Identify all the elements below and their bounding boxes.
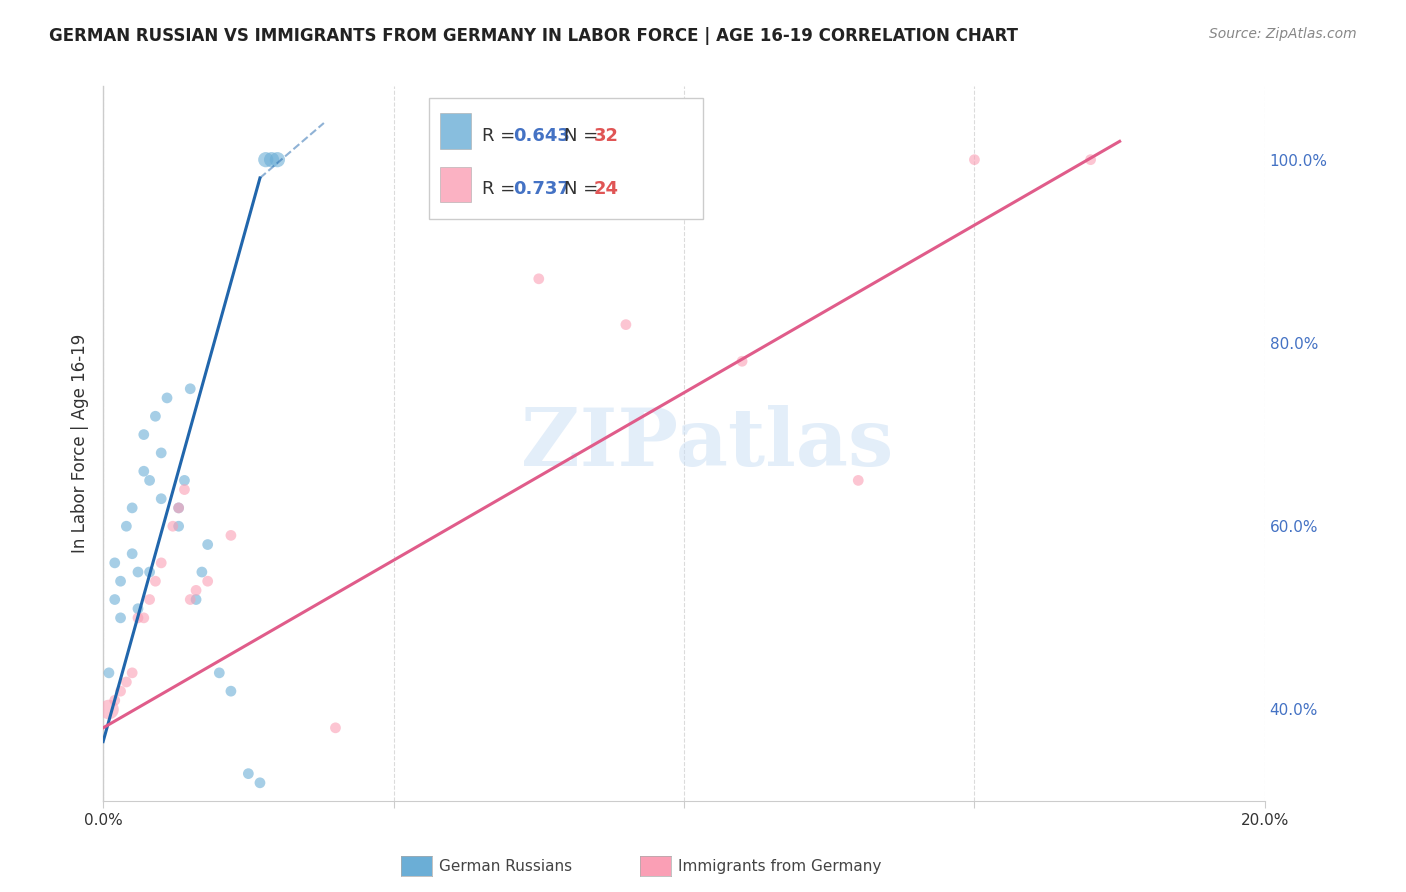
Point <box>167 500 190 515</box>
Point <box>138 565 160 579</box>
Point <box>254 153 277 167</box>
Point <box>150 446 173 460</box>
Point <box>731 354 754 368</box>
Text: N =: N = <box>564 128 603 145</box>
Point <box>145 574 167 589</box>
Point <box>167 519 190 533</box>
Point <box>249 776 271 790</box>
Point <box>115 519 138 533</box>
Text: 24: 24 <box>593 180 619 198</box>
Point <box>127 601 149 615</box>
Text: 32: 32 <box>593 128 619 145</box>
Point <box>208 665 231 680</box>
Point <box>266 153 288 167</box>
Point <box>179 382 201 396</box>
Point <box>219 528 242 542</box>
Point <box>197 574 219 589</box>
Point <box>97 665 120 680</box>
Point <box>115 675 138 690</box>
Text: N =: N = <box>564 180 603 198</box>
Point <box>138 474 160 488</box>
Point <box>150 491 173 506</box>
Point <box>121 547 143 561</box>
Point <box>104 693 127 707</box>
Point <box>184 592 207 607</box>
Point <box>197 537 219 551</box>
Text: 0.737: 0.737 <box>513 180 569 198</box>
Point <box>527 272 550 286</box>
Text: R =: R = <box>482 180 522 198</box>
Point <box>132 611 155 625</box>
Point <box>846 474 869 488</box>
Text: Source: ZipAtlas.com: Source: ZipAtlas.com <box>1209 27 1357 41</box>
Point <box>219 684 242 698</box>
Point <box>104 556 127 570</box>
Point <box>145 409 167 424</box>
Point <box>156 391 179 405</box>
Point <box>97 702 120 716</box>
Point <box>121 665 143 680</box>
Text: Immigrants from Germany: Immigrants from Germany <box>678 859 882 873</box>
Point <box>173 474 195 488</box>
Text: 0.643: 0.643 <box>513 128 569 145</box>
Point <box>110 574 132 589</box>
Point <box>238 766 260 780</box>
Point <box>260 153 283 167</box>
Point <box>1080 153 1102 167</box>
Point <box>179 592 201 607</box>
Point <box>127 611 149 625</box>
Point <box>104 592 127 607</box>
Point <box>132 464 155 478</box>
Point <box>325 721 347 735</box>
Point <box>121 500 143 515</box>
Y-axis label: In Labor Force | Age 16-19: In Labor Force | Age 16-19 <box>72 334 89 553</box>
Point <box>110 611 132 625</box>
Point <box>184 583 207 598</box>
Point <box>127 565 149 579</box>
Point <box>138 592 160 607</box>
Point <box>191 565 214 579</box>
Point <box>167 500 190 515</box>
Point <box>150 556 173 570</box>
Text: GERMAN RUSSIAN VS IMMIGRANTS FROM GERMANY IN LABOR FORCE | AGE 16-19 CORRELATION: GERMAN RUSSIAN VS IMMIGRANTS FROM GERMAN… <box>49 27 1018 45</box>
Point <box>963 153 986 167</box>
Text: ZIPatlas: ZIPatlas <box>522 405 893 483</box>
Point <box>110 684 132 698</box>
Point <box>614 318 637 332</box>
Point <box>173 483 195 497</box>
Point <box>162 519 184 533</box>
Point <box>132 427 155 442</box>
Text: R =: R = <box>482 128 522 145</box>
Text: German Russians: German Russians <box>439 859 572 873</box>
